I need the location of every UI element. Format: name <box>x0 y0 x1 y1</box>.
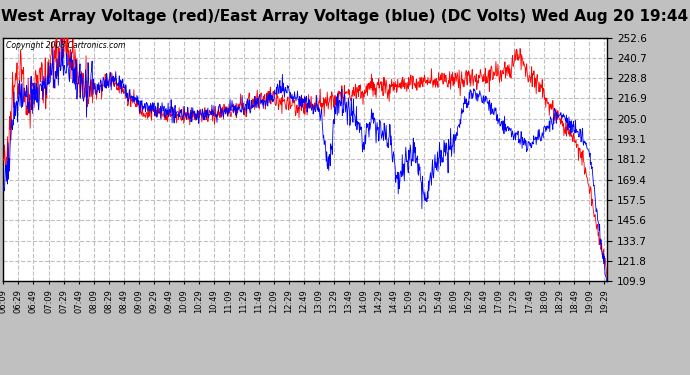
Text: Copyright 2008 Cartronics.com: Copyright 2008 Cartronics.com <box>6 41 126 50</box>
Text: West Array Voltage (red)/East Array Voltage (blue) (DC Volts) Wed Aug 20 19:44: West Array Voltage (red)/East Array Volt… <box>1 9 689 24</box>
